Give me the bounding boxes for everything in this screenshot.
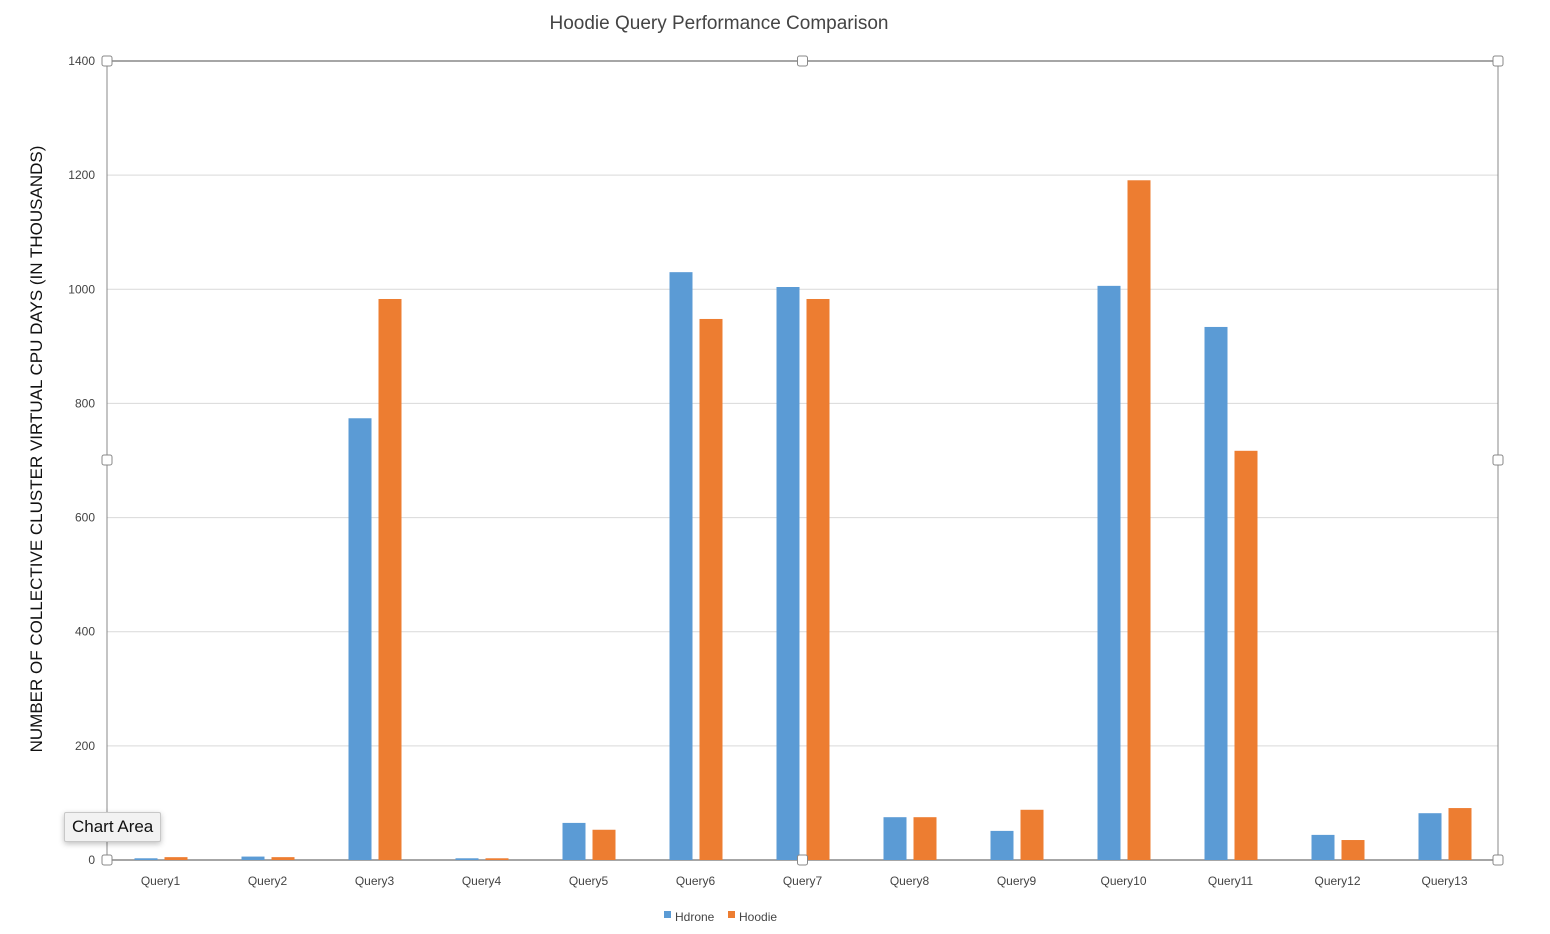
y-tick-label: 200 (75, 739, 95, 753)
bar-hoodie-query3 (378, 298, 402, 860)
y-tick-label: 600 (75, 511, 95, 525)
x-tick-label: Query1 (141, 874, 181, 888)
x-tick-label: Query13 (1421, 874, 1467, 888)
bar-hoodie-query7 (806, 298, 830, 860)
x-tick-label: Query10 (1100, 874, 1146, 888)
resize-handle[interactable] (1492, 854, 1504, 866)
bar-hoodie-query5 (592, 829, 616, 860)
bar-hdrone-query12 (1311, 834, 1335, 860)
legend-label-hoodie: Hoodie (739, 910, 777, 924)
x-tick-label: Query12 (1314, 874, 1360, 888)
resize-handle[interactable] (101, 55, 113, 67)
bar-hdrone-query4 (455, 858, 479, 860)
x-tick-label: Query5 (569, 874, 609, 888)
resize-handle[interactable] (101, 454, 113, 466)
bar-hoodie-query2 (271, 857, 295, 860)
bar-hoodie-query10 (1127, 180, 1151, 860)
chart-area-tooltip: Chart Area (64, 812, 162, 842)
resize-handle[interactable] (101, 854, 113, 866)
bar-hoodie-query9 (1020, 809, 1044, 860)
legend-label-hdrone: Hdrone (675, 910, 715, 924)
resize-handle[interactable] (1492, 55, 1504, 67)
x-tick-label: Query11 (1208, 874, 1253, 888)
y-axis-label: NUMBER OF COLLECTIVE CLUSTER VIRTUAL CPU… (27, 146, 46, 753)
bar-hoodie-query6 (699, 318, 723, 860)
bar-hdrone-query3 (348, 418, 372, 860)
bar-hoodie-query4 (485, 858, 509, 860)
y-tick-label: 400 (75, 625, 95, 639)
x-tick-label: Query4 (462, 874, 502, 888)
bar-hdrone-query8 (883, 817, 907, 860)
x-tick-label: Query7 (783, 874, 823, 888)
bar-hoodie-query1 (164, 857, 188, 860)
legend-swatch-hoodie (728, 911, 735, 918)
x-tick-label: Query3 (355, 874, 395, 888)
bar-hdrone-query13 (1418, 813, 1442, 860)
bar-hdrone-query9 (990, 830, 1014, 860)
bar-hdrone-query10 (1097, 285, 1121, 860)
x-tick-label: Query6 (676, 874, 716, 888)
resize-handle[interactable] (797, 854, 808, 866)
x-tick-label: Query9 (997, 874, 1037, 888)
y-tick-label: 1000 (68, 282, 95, 296)
bar-hdrone-query5 (562, 822, 586, 860)
bar-hdrone-query1 (134, 858, 158, 860)
bar-hdrone-query6 (669, 272, 693, 860)
x-tick-label: Query2 (248, 874, 288, 888)
bar-hoodie-query11 (1234, 450, 1258, 860)
bar-hoodie-query13 (1448, 808, 1472, 860)
resize-handle[interactable] (1492, 454, 1504, 466)
y-tick-label: 1400 (68, 54, 95, 68)
resize-handle[interactable] (797, 55, 808, 67)
y-tick-label: 1200 (68, 168, 95, 182)
bar-hdrone-query2 (241, 856, 265, 860)
legend-swatch-hdrone (664, 911, 671, 918)
bar-hoodie-query8 (913, 817, 937, 860)
bar-hdrone-query7 (776, 287, 800, 860)
bar-hdrone-query11 (1204, 326, 1228, 860)
x-tick-label: Query8 (890, 874, 930, 888)
chart-title: Hoodie Query Performance Comparison (550, 13, 889, 34)
bar-hoodie-query12 (1341, 840, 1365, 860)
y-tick-label: 0 (88, 853, 95, 867)
y-tick-label: 800 (75, 396, 95, 410)
